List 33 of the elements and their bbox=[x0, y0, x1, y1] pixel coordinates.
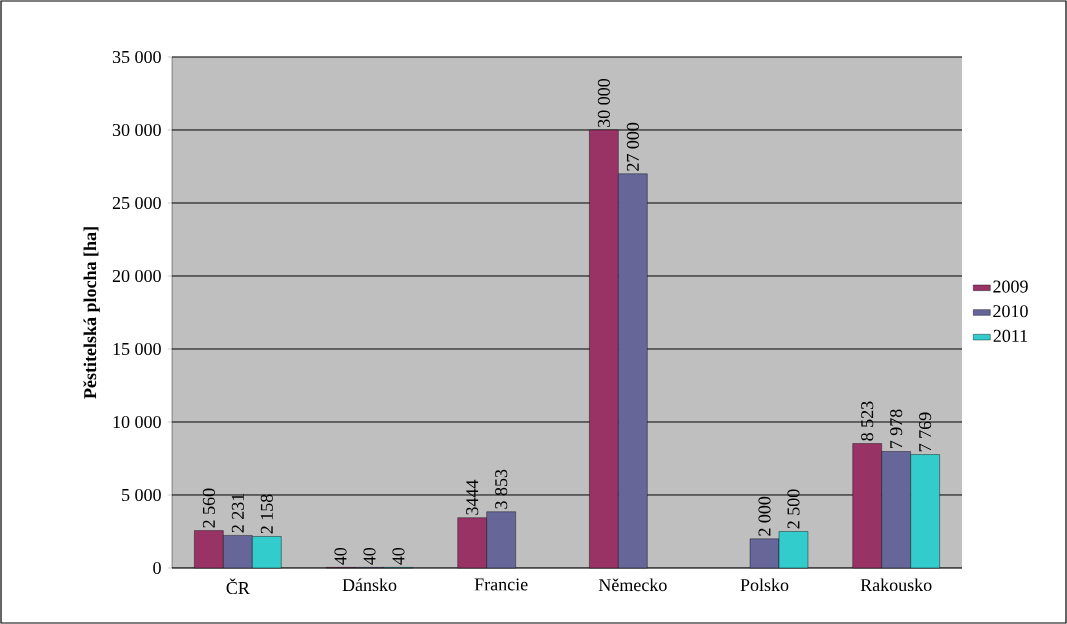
y-tick-label: 30 000 bbox=[112, 123, 161, 137]
legend-label: 2010 bbox=[993, 305, 1028, 318]
y-tick-label: 5 000 bbox=[122, 488, 161, 502]
data-label: 7 978 bbox=[890, 409, 903, 449]
y-tick-label: 0 bbox=[153, 561, 161, 575]
x-tick-label: Dánsko bbox=[342, 578, 397, 592]
y-tick-label: 15 000 bbox=[113, 342, 161, 356]
x-tick-label: Polsko bbox=[740, 578, 789, 592]
data-label: 8 523 bbox=[861, 401, 874, 441]
y-tick-label: 10 000 bbox=[113, 415, 161, 429]
data-label: 2 158 bbox=[260, 494, 273, 534]
y-tick-label: 20 000 bbox=[112, 269, 161, 283]
data-label: 3444 bbox=[466, 479, 479, 515]
data-label: 27 000 bbox=[626, 122, 639, 171]
data-label: 2 000 bbox=[758, 496, 771, 536]
legend-label: 2011 bbox=[993, 329, 1028, 342]
data-label: 2 560 bbox=[202, 488, 215, 528]
data-label: 30 000 bbox=[597, 78, 610, 127]
data-label: 3 853 bbox=[495, 469, 508, 509]
x-tick-label: Rakousko bbox=[860, 578, 932, 592]
x-tick-label: Francie bbox=[474, 578, 528, 591]
data-label: 7 769 bbox=[919, 412, 932, 452]
data-label: 40 bbox=[392, 547, 405, 565]
data-label: 40 bbox=[334, 547, 347, 565]
x-tick-label: Německo bbox=[598, 578, 667, 592]
data-label: 40 bbox=[363, 547, 376, 565]
y-tick-label: 35 000 bbox=[112, 50, 161, 64]
legend-label: 2009 bbox=[993, 280, 1028, 293]
y-axis-title: Pěstitelská plocha [ha] bbox=[83, 227, 100, 399]
x-tick-label: ČR bbox=[226, 578, 250, 595]
data-label: 2 231 bbox=[231, 493, 244, 533]
y-tick-label: 25 000 bbox=[112, 196, 161, 210]
data-label: 2 500 bbox=[787, 489, 800, 529]
